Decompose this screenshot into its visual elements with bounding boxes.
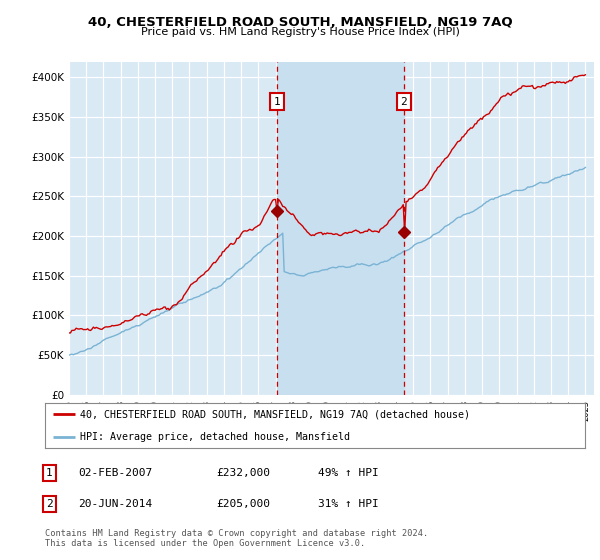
Text: Contains HM Land Registry data © Crown copyright and database right 2024.: Contains HM Land Registry data © Crown c…: [45, 529, 428, 538]
Text: 49% ↑ HPI: 49% ↑ HPI: [318, 468, 379, 478]
Text: £232,000: £232,000: [216, 468, 270, 478]
Text: 2: 2: [46, 499, 53, 509]
Text: 1: 1: [46, 468, 53, 478]
Text: HPI: Average price, detached house, Mansfield: HPI: Average price, detached house, Mans…: [80, 432, 350, 442]
Text: £205,000: £205,000: [216, 499, 270, 509]
Bar: [277, 62, 404, 395]
Text: 02-FEB-2007: 02-FEB-2007: [78, 468, 152, 478]
Text: 40, CHESTERFIELD ROAD SOUTH, MANSFIELD, NG19 7AQ (detached house): 40, CHESTERFIELD ROAD SOUTH, MANSFIELD, …: [80, 409, 470, 419]
Text: 40, CHESTERFIELD ROAD SOUTH, MANSFIELD, NG19 7AQ: 40, CHESTERFIELD ROAD SOUTH, MANSFIELD, …: [88, 16, 512, 29]
Text: This data is licensed under the Open Government Licence v3.0.: This data is licensed under the Open Gov…: [45, 539, 365, 548]
Text: 2: 2: [401, 96, 407, 106]
Text: 20-JUN-2014: 20-JUN-2014: [78, 499, 152, 509]
Text: 31% ↑ HPI: 31% ↑ HPI: [318, 499, 379, 509]
Text: 1: 1: [274, 96, 280, 106]
Text: Price paid vs. HM Land Registry's House Price Index (HPI): Price paid vs. HM Land Registry's House …: [140, 27, 460, 37]
